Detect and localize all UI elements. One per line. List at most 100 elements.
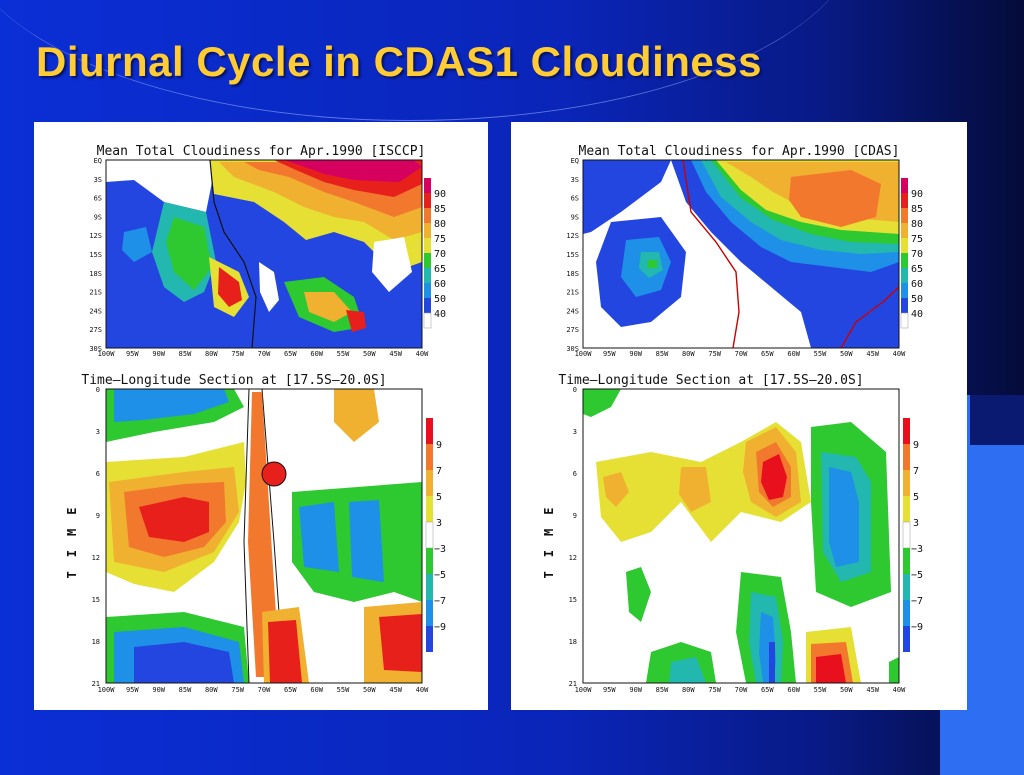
lon-tick: 95W xyxy=(126,350,139,358)
lon-tick: 70W xyxy=(258,350,271,358)
cdas-section-title: Time—Longitude Section at [17.5S—20.0S] xyxy=(558,373,863,388)
legend-label: 50 xyxy=(911,294,923,305)
lat-tick: 21S xyxy=(566,289,579,297)
cdas-map-title: Mean Total Cloudiness for Apr.1990 [CDAS… xyxy=(579,144,900,159)
lon-tick: 60W xyxy=(787,686,800,694)
time-tick: 15 xyxy=(92,596,100,604)
legend-label: 5 xyxy=(436,492,442,503)
lon-tick: 55W xyxy=(337,686,350,694)
lat-tick: 12S xyxy=(566,232,579,240)
time-tick: 18 xyxy=(569,638,577,646)
lon-tick: 95W xyxy=(603,686,616,694)
legend-label: 85 xyxy=(434,204,446,215)
time-tick: 6 xyxy=(96,470,100,478)
legend-label: 75 xyxy=(434,234,446,245)
slide-title: Diurnal Cycle in CDAS1 Cloudiness xyxy=(36,38,762,85)
cdas-cloudiness-map xyxy=(582,159,900,349)
lon-tick: 70W xyxy=(735,686,748,694)
lon-tick: 75W xyxy=(231,686,244,694)
lat-tick: 27S xyxy=(566,326,579,334)
legend-label: −7 xyxy=(911,596,923,607)
lon-tick: 85W xyxy=(656,350,669,358)
lon-tick: 90W xyxy=(152,350,165,358)
cdas-map-lon-ticks: 100W 95W 90W 85W 80W 75W 70W 65W 60W 55W… xyxy=(575,350,907,358)
lat-tick: 12S xyxy=(89,232,102,240)
cdas-section-lon-ticks: 100W 95W 90W 85W 80W 75W 70W 65W 60W 55W… xyxy=(575,686,907,694)
lon-tick: 80W xyxy=(682,686,695,694)
legend-label: 90 xyxy=(911,189,923,200)
legend-label: 40 xyxy=(911,309,923,320)
lat-tick: 9S xyxy=(571,213,579,221)
time-tick: 9 xyxy=(573,512,577,520)
lon-tick: 95W xyxy=(603,350,616,358)
lon-tick: 80W xyxy=(205,686,218,694)
legend-label: −5 xyxy=(434,570,446,581)
legend-label: −9 xyxy=(911,622,923,633)
lat-tick: 21S xyxy=(89,289,102,297)
time-tick: 3 xyxy=(96,428,100,436)
decorative-dark-notch xyxy=(970,395,1024,445)
lon-tick: 85W xyxy=(179,686,192,694)
lon-tick: 70W xyxy=(258,686,271,694)
legend-label: 3 xyxy=(436,518,442,529)
lat-tick: 24S xyxy=(566,307,579,315)
cdas-time-axis-label: TIME xyxy=(542,494,556,579)
legend-label: 75 xyxy=(911,234,923,245)
legend-label: 70 xyxy=(911,249,923,260)
time-tick: 0 xyxy=(573,386,577,394)
lat-tick: 18S xyxy=(566,270,579,278)
lat-tick: 30S xyxy=(566,345,579,353)
legend-label: 60 xyxy=(911,279,923,290)
time-tick: 18 xyxy=(92,638,100,646)
lon-tick: 40W xyxy=(416,686,429,694)
legend-label: −9 xyxy=(434,622,446,633)
legend-label: 80 xyxy=(434,219,446,230)
lon-tick: 70W xyxy=(735,350,748,358)
lon-tick: 45W xyxy=(389,350,402,358)
time-tick: 3 xyxy=(573,428,577,436)
legend-label: 80 xyxy=(911,219,923,230)
lat-tick: 3S xyxy=(571,176,579,184)
isccp-map-lat-ticks: EQ 3S 6S 9S 12S 15S 18S 21S 24S 27S 30S xyxy=(89,157,102,353)
isccp-map-legend: 90 85 80 75 70 65 60 50 40 xyxy=(423,178,446,329)
cdas-figure-panel: Mean Total Cloudiness for Apr.1990 [CDAS… xyxy=(511,122,967,710)
lon-tick: 80W xyxy=(682,350,695,358)
cdas-map-legend: 90 85 80 75 70 65 60 50 40 xyxy=(900,178,923,329)
lon-tick: 40W xyxy=(893,350,906,358)
lon-tick: 50W xyxy=(363,686,376,694)
lat-tick: 15S xyxy=(566,251,579,259)
legend-label: −7 xyxy=(434,596,446,607)
isccp-section-title: Time—Longitude Section at [17.5S—20.0S] xyxy=(81,373,386,388)
lon-tick: 65W xyxy=(284,350,297,358)
lat-tick: 24S xyxy=(89,307,102,315)
lon-tick: 100W xyxy=(575,686,593,694)
lat-tick: 30S xyxy=(89,345,102,353)
lon-tick: 85W xyxy=(656,686,669,694)
isccp-time-ticks: 0 3 6 9 12 15 18 21 xyxy=(92,386,100,688)
isccp-time-longitude-section xyxy=(105,388,423,684)
lat-tick: 6S xyxy=(571,195,579,203)
lon-tick: 60W xyxy=(310,686,323,694)
lon-tick: 90W xyxy=(629,686,642,694)
lon-tick: 100W xyxy=(575,350,593,358)
lon-tick: 45W xyxy=(866,350,879,358)
isccp-figure-svg: Mean Total Cloudiness for Apr.1990 [ISCC… xyxy=(65,144,446,694)
time-tick: 21 xyxy=(569,680,577,688)
time-tick: 9 xyxy=(96,512,100,520)
legend-label: 85 xyxy=(911,204,923,215)
isccp-figure-panel: Mean Total Cloudiness for Apr.1990 [ISCC… xyxy=(34,122,488,710)
legend-label: 65 xyxy=(911,264,923,275)
cdas-time-longitude-section xyxy=(582,388,900,684)
lon-tick: 60W xyxy=(310,350,323,358)
lat-tick: 15S xyxy=(89,251,102,259)
time-tick: 6 xyxy=(573,470,577,478)
lon-tick: 75W xyxy=(708,686,721,694)
isccp-cloudiness-map xyxy=(105,159,423,349)
lon-tick: 45W xyxy=(389,686,402,694)
lon-tick: 75W xyxy=(231,350,244,358)
cdas-time-ticks: 0 3 6 9 12 15 18 21 xyxy=(569,386,577,688)
legend-label: −5 xyxy=(911,570,923,581)
lon-tick: 60W xyxy=(787,350,800,358)
lon-tick: 50W xyxy=(363,350,376,358)
lat-tick: EQ xyxy=(571,157,579,165)
